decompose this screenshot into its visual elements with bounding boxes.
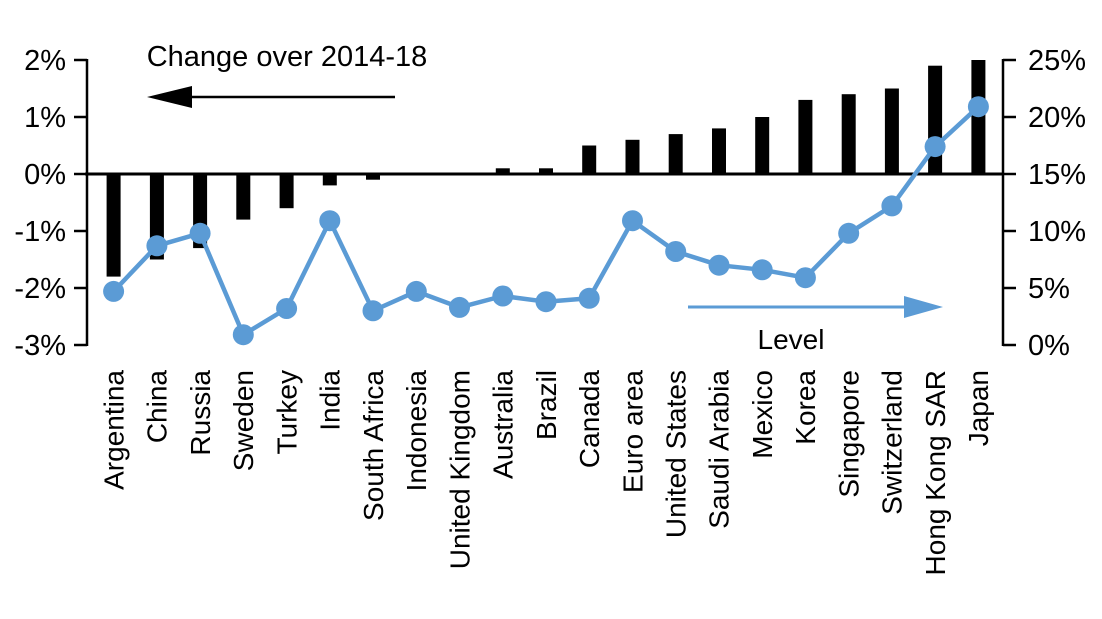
level-marker-Sweden bbox=[232, 324, 254, 346]
category-label-China: China bbox=[142, 370, 173, 444]
level-marker-Canada bbox=[578, 287, 600, 309]
category-axis-labels: Argentina China Russia Sweden Turkey India Sou… bbox=[98, 370, 994, 576]
category-label-Singapore: Singapore bbox=[833, 370, 864, 498]
bar-Hong Kong SAR bbox=[928, 65, 943, 174]
annotation-change-label: Change over 2014-18 bbox=[147, 41, 428, 73]
bar-Mexico bbox=[755, 117, 770, 174]
level-marker-Argentina bbox=[103, 280, 125, 302]
right-axis-tick-label: 25% bbox=[1028, 45, 1086, 77]
level-marker-Turkey bbox=[276, 298, 298, 319]
bar-United States bbox=[668, 134, 683, 174]
category-label-Euro area: Euro area bbox=[617, 370, 648, 493]
level-marker-South Africa bbox=[362, 300, 384, 322]
bar-Switzerland bbox=[884, 88, 899, 174]
category-label-Saudi Arabia: Saudi Arabia bbox=[704, 370, 735, 529]
bar-series-change-over-2014-18 bbox=[106, 60, 986, 277]
category-label-Turkey: Turkey bbox=[271, 370, 302, 455]
bar-Argentina bbox=[106, 174, 121, 277]
bar-Canada bbox=[582, 145, 597, 174]
level-marker-Mexico bbox=[751, 259, 773, 281]
bar-India bbox=[322, 174, 337, 186]
bar-Singapore bbox=[841, 94, 856, 174]
level-marker-Japan bbox=[967, 96, 989, 118]
annotation-level: Level bbox=[688, 296, 943, 355]
level-marker-Euro area bbox=[622, 210, 643, 232]
category-label-Canada: Canada bbox=[574, 370, 605, 469]
level-marker-Australia bbox=[492, 285, 514, 307]
left-axis-tick-label: 0% bbox=[24, 159, 66, 191]
category-label-Australia: Australia bbox=[488, 370, 519, 479]
category-label-Russia: Russia bbox=[185, 370, 216, 456]
left-axis: 2% 1% 0% -1% -2% -3% bbox=[14, 45, 89, 362]
category-label-Mexico: Mexico bbox=[747, 370, 778, 459]
bar-Brazil bbox=[539, 168, 553, 174]
category-label-India: India bbox=[315, 370, 346, 431]
level-marker-China bbox=[146, 235, 168, 257]
level-marker-Switzerland bbox=[881, 195, 903, 217]
annotation-change-over-2014-18: Change over 2014-18 bbox=[147, 41, 428, 108]
category-label-United States: United States bbox=[661, 370, 692, 538]
left-axis-tick-label: 1% bbox=[24, 102, 66, 134]
level-marker-Singapore bbox=[838, 222, 860, 244]
level-marker-Russia bbox=[189, 222, 211, 244]
bar-Saudi Arabia bbox=[712, 128, 726, 174]
category-label-Indonesia: Indonesia bbox=[401, 370, 432, 492]
level-marker-Indonesia bbox=[405, 280, 427, 302]
category-label-Sweden: Sweden bbox=[228, 370, 259, 471]
right-arrow-head-icon bbox=[904, 296, 943, 318]
left-axis-tick-label: -3% bbox=[14, 330, 66, 362]
bar-Korea bbox=[798, 99, 813, 174]
left-axis-tick-label: -1% bbox=[14, 216, 66, 248]
left-axis-tick-label: 2% bbox=[24, 45, 66, 77]
level-marker-Saudi Arabia bbox=[708, 254, 730, 276]
category-label-Japan: Japan bbox=[963, 370, 994, 446]
right-axis-tick-label: 10% bbox=[1028, 216, 1086, 248]
category-label-Hong Kong SAR: Hong Kong SAR bbox=[920, 370, 951, 575]
left-axis-tick-label: -2% bbox=[14, 273, 66, 305]
level-marker-Korea bbox=[794, 267, 816, 289]
level-marker-Hong Kong SAR bbox=[924, 136, 946, 158]
annotation-level-label: Level bbox=[758, 324, 825, 355]
right-axis: 25% 20% 15% 10% 5% 0% bbox=[1001, 45, 1086, 362]
bar-Australia bbox=[495, 168, 510, 174]
category-label-Switzerland: Switzerland bbox=[877, 370, 908, 515]
category-label-United Kingdom: United Kingdom bbox=[444, 370, 475, 569]
level-marker-United Kingdom bbox=[449, 296, 470, 318]
bar-Turkey bbox=[279, 174, 294, 209]
level-marker-India bbox=[319, 210, 341, 232]
category-label-Brazil: Brazil bbox=[531, 370, 562, 440]
level-marker-Brazil bbox=[535, 291, 557, 313]
level-marker-United States bbox=[665, 241, 687, 262]
left-arrow-head-icon bbox=[147, 86, 192, 108]
bar-Euro area bbox=[625, 139, 640, 174]
line-series-level bbox=[103, 96, 989, 346]
right-axis-tick-label: 20% bbox=[1028, 102, 1086, 134]
category-label-Korea: Korea bbox=[790, 370, 821, 445]
right-axis-tick-label: 0% bbox=[1028, 330, 1070, 362]
right-axis-tick-label: 5% bbox=[1028, 273, 1070, 305]
category-label-South Africa: South Africa bbox=[358, 370, 389, 521]
bar-South Africa bbox=[366, 174, 380, 180]
bar-Sweden bbox=[236, 174, 251, 220]
right-axis-tick-label: 15% bbox=[1028, 159, 1086, 191]
category-label-Argentina: Argentina bbox=[98, 370, 129, 490]
